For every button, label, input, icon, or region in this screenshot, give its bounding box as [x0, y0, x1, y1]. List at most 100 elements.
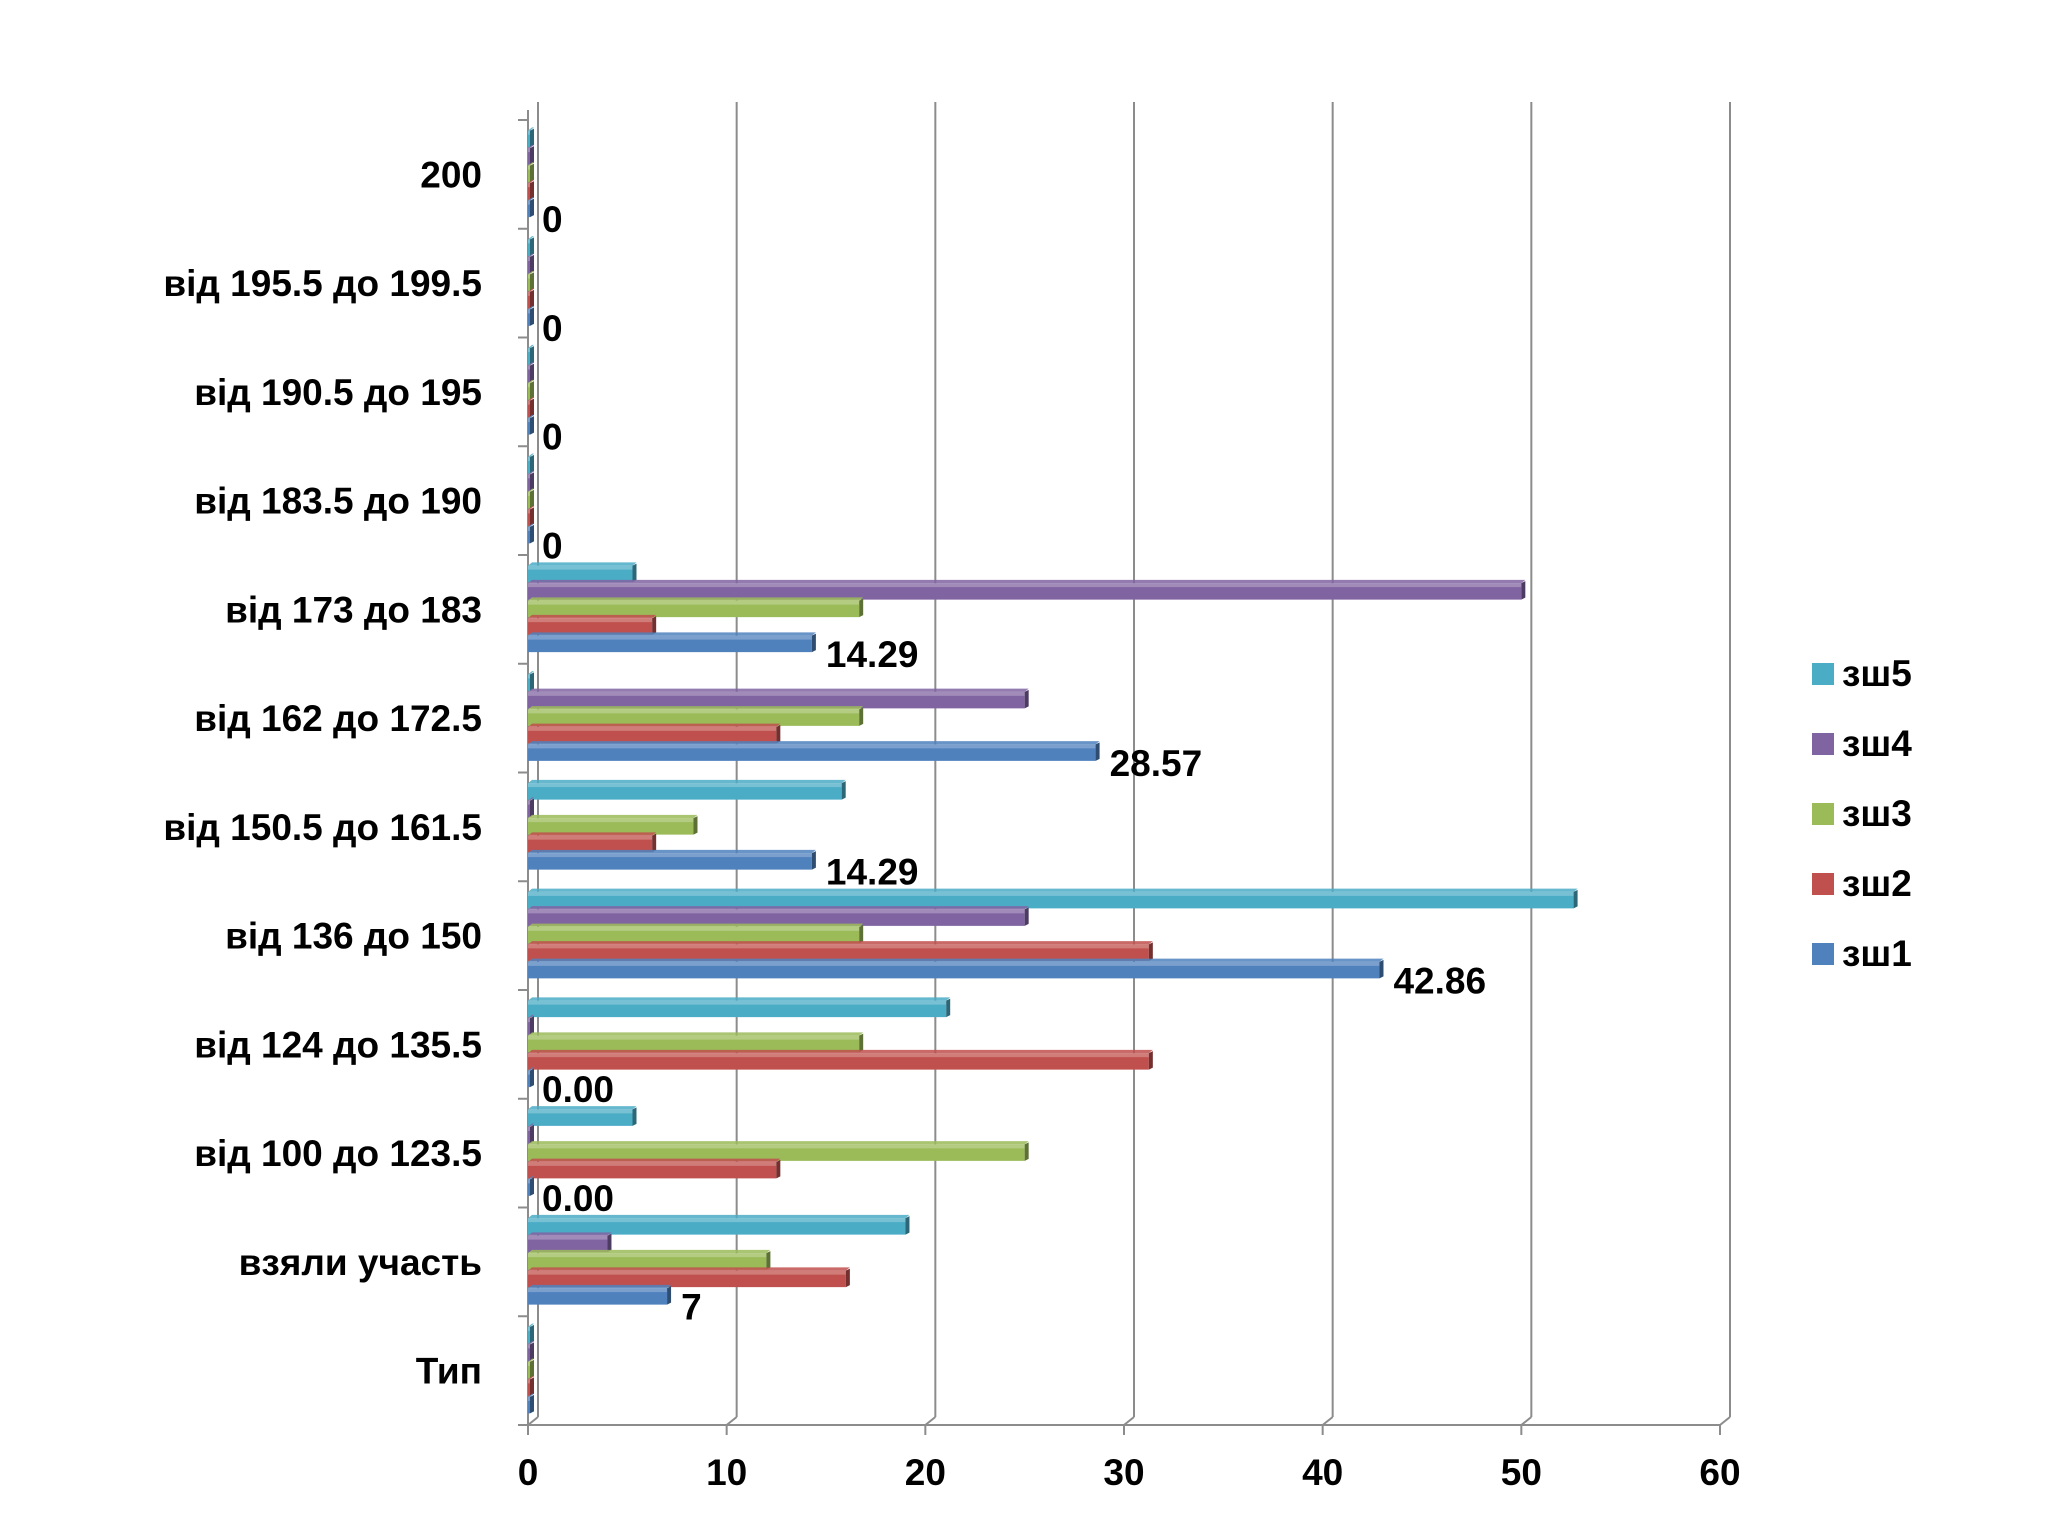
bar-highlight: [528, 691, 1025, 696]
bar-end-face: [859, 598, 864, 618]
bar-зш4: [528, 1123, 534, 1144]
bar-end-face: [1148, 1051, 1153, 1070]
bar-top-face: [528, 997, 951, 1001]
x-tick-label: 20: [905, 1452, 946, 1493]
bar-front-face: [528, 909, 1025, 926]
x-tick-label: 0: [518, 1452, 539, 1493]
bar-highlight: [528, 1344, 530, 1349]
bar-end-face: [530, 381, 534, 400]
bar-top-face: [528, 958, 1384, 962]
bar-top-face: [528, 888, 1578, 892]
bar-end-face: [530, 1342, 534, 1361]
bar-end-face: [530, 798, 534, 818]
bar-end-face: [530, 1394, 534, 1414]
bar-top-face: [528, 1341, 534, 1345]
bar-highlight: [528, 1361, 530, 1366]
bar-highlight: [528, 309, 530, 314]
data-label: 14.29: [826, 634, 919, 675]
bar-end-face: [530, 198, 534, 218]
bar-зш5: [528, 888, 1578, 909]
bar-зш2: [528, 723, 781, 744]
bar-end-face: [766, 1251, 771, 1270]
bar-front-face: [528, 1070, 530, 1088]
bar-highlight: [528, 1218, 906, 1223]
category-label: Тип: [416, 1351, 482, 1392]
bar-зш1: [528, 632, 816, 653]
bar-зш3: [528, 706, 864, 726]
bar-top-face: [528, 723, 781, 727]
bar-зш1: [528, 1393, 534, 1414]
bar-highlight: [528, 1018, 530, 1023]
bar-end-face: [530, 507, 534, 526]
bar-highlight: [528, 909, 1025, 914]
legend-swatch-зш3: [1812, 803, 1834, 825]
bar-front-face: [528, 165, 530, 183]
bar-highlight: [528, 418, 530, 423]
bar-end-face: [859, 924, 864, 944]
bar-зш5: [528, 779, 846, 800]
bar-highlight: [528, 818, 694, 823]
bar-front-face: [528, 130, 530, 148]
bar-зш5: [528, 1214, 910, 1235]
bar-front-face: [528, 800, 530, 818]
bar-top-face: [528, 1123, 534, 1127]
bar-top-face: [528, 197, 534, 201]
bar-front-face: [528, 783, 842, 800]
bar-end-face: [859, 1033, 864, 1053]
bar-front-face: [528, 618, 653, 635]
labels: 0 10 20 30 40 50 60 Тип взяли участь від 100 до 1…: [163, 154, 1740, 1493]
bar-end-face: [845, 1268, 850, 1288]
bar-top-face: [528, 706, 864, 710]
bar-top-face: [528, 814, 698, 819]
bar-end-face: [776, 724, 781, 744]
legend-swatch-зш1: [1812, 943, 1834, 965]
bar-top-face: [528, 597, 864, 601]
bar-front-face: [528, 961, 1380, 979]
bar-зш1: [528, 197, 534, 218]
category-label: від 195.5 до 199.5: [163, 263, 482, 304]
bar-end-face: [1573, 889, 1578, 909]
bar-top-face: [528, 1176, 534, 1180]
bar-front-face: [528, 1344, 530, 1361]
bar-front-face: [528, 1218, 906, 1235]
category-label: від 190.5 до 195: [194, 372, 482, 413]
bar-зш5: [528, 1106, 637, 1126]
bar-end-face: [530, 289, 534, 309]
bar-highlight: [528, 1144, 1025, 1149]
bar-front-face: [528, 944, 1149, 961]
bar-front-face: [528, 491, 530, 509]
bar-top-face: [528, 1358, 534, 1362]
x-tick-label: 50: [1501, 1452, 1542, 1493]
bar-end-face: [530, 346, 534, 365]
bar-top-face: [528, 941, 1153, 945]
bar-end-face: [1379, 959, 1384, 979]
bar-зш4: [528, 1341, 534, 1361]
bar-front-face: [528, 674, 530, 691]
bar-top-face: [528, 453, 534, 457]
category-label: від 136 до 150: [225, 916, 482, 957]
bar-end-face: [1148, 942, 1153, 961]
bar-front-face: [528, 474, 530, 491]
bar-highlight: [528, 1126, 530, 1131]
bar-top-face: [528, 906, 1029, 910]
bar-top-face: [528, 127, 534, 131]
bar-highlight: [528, 835, 653, 840]
bar-top-face: [528, 1376, 534, 1380]
bar-top-face: [528, 923, 864, 927]
bar-front-face: [528, 691, 1025, 709]
legend: зш5 зш4 зш3 зш2 зш1: [1812, 653, 1912, 974]
bar-зш2: [528, 1049, 1153, 1070]
bar-top-face: [528, 1267, 850, 1271]
category-label: взяли участь: [239, 1242, 482, 1283]
data-label: 7: [681, 1287, 702, 1328]
bar-front-face: [528, 891, 1574, 909]
bar-end-face: [530, 1359, 534, 1379]
bar-top-face: [528, 741, 1100, 745]
bar-top-face: [528, 832, 657, 836]
data-label: 0: [542, 199, 563, 240]
bar-top-face: [528, 1141, 1029, 1145]
bar-зш1: [528, 306, 534, 326]
bar-top-face: [528, 288, 534, 292]
bar-end-face: [1095, 742, 1100, 761]
